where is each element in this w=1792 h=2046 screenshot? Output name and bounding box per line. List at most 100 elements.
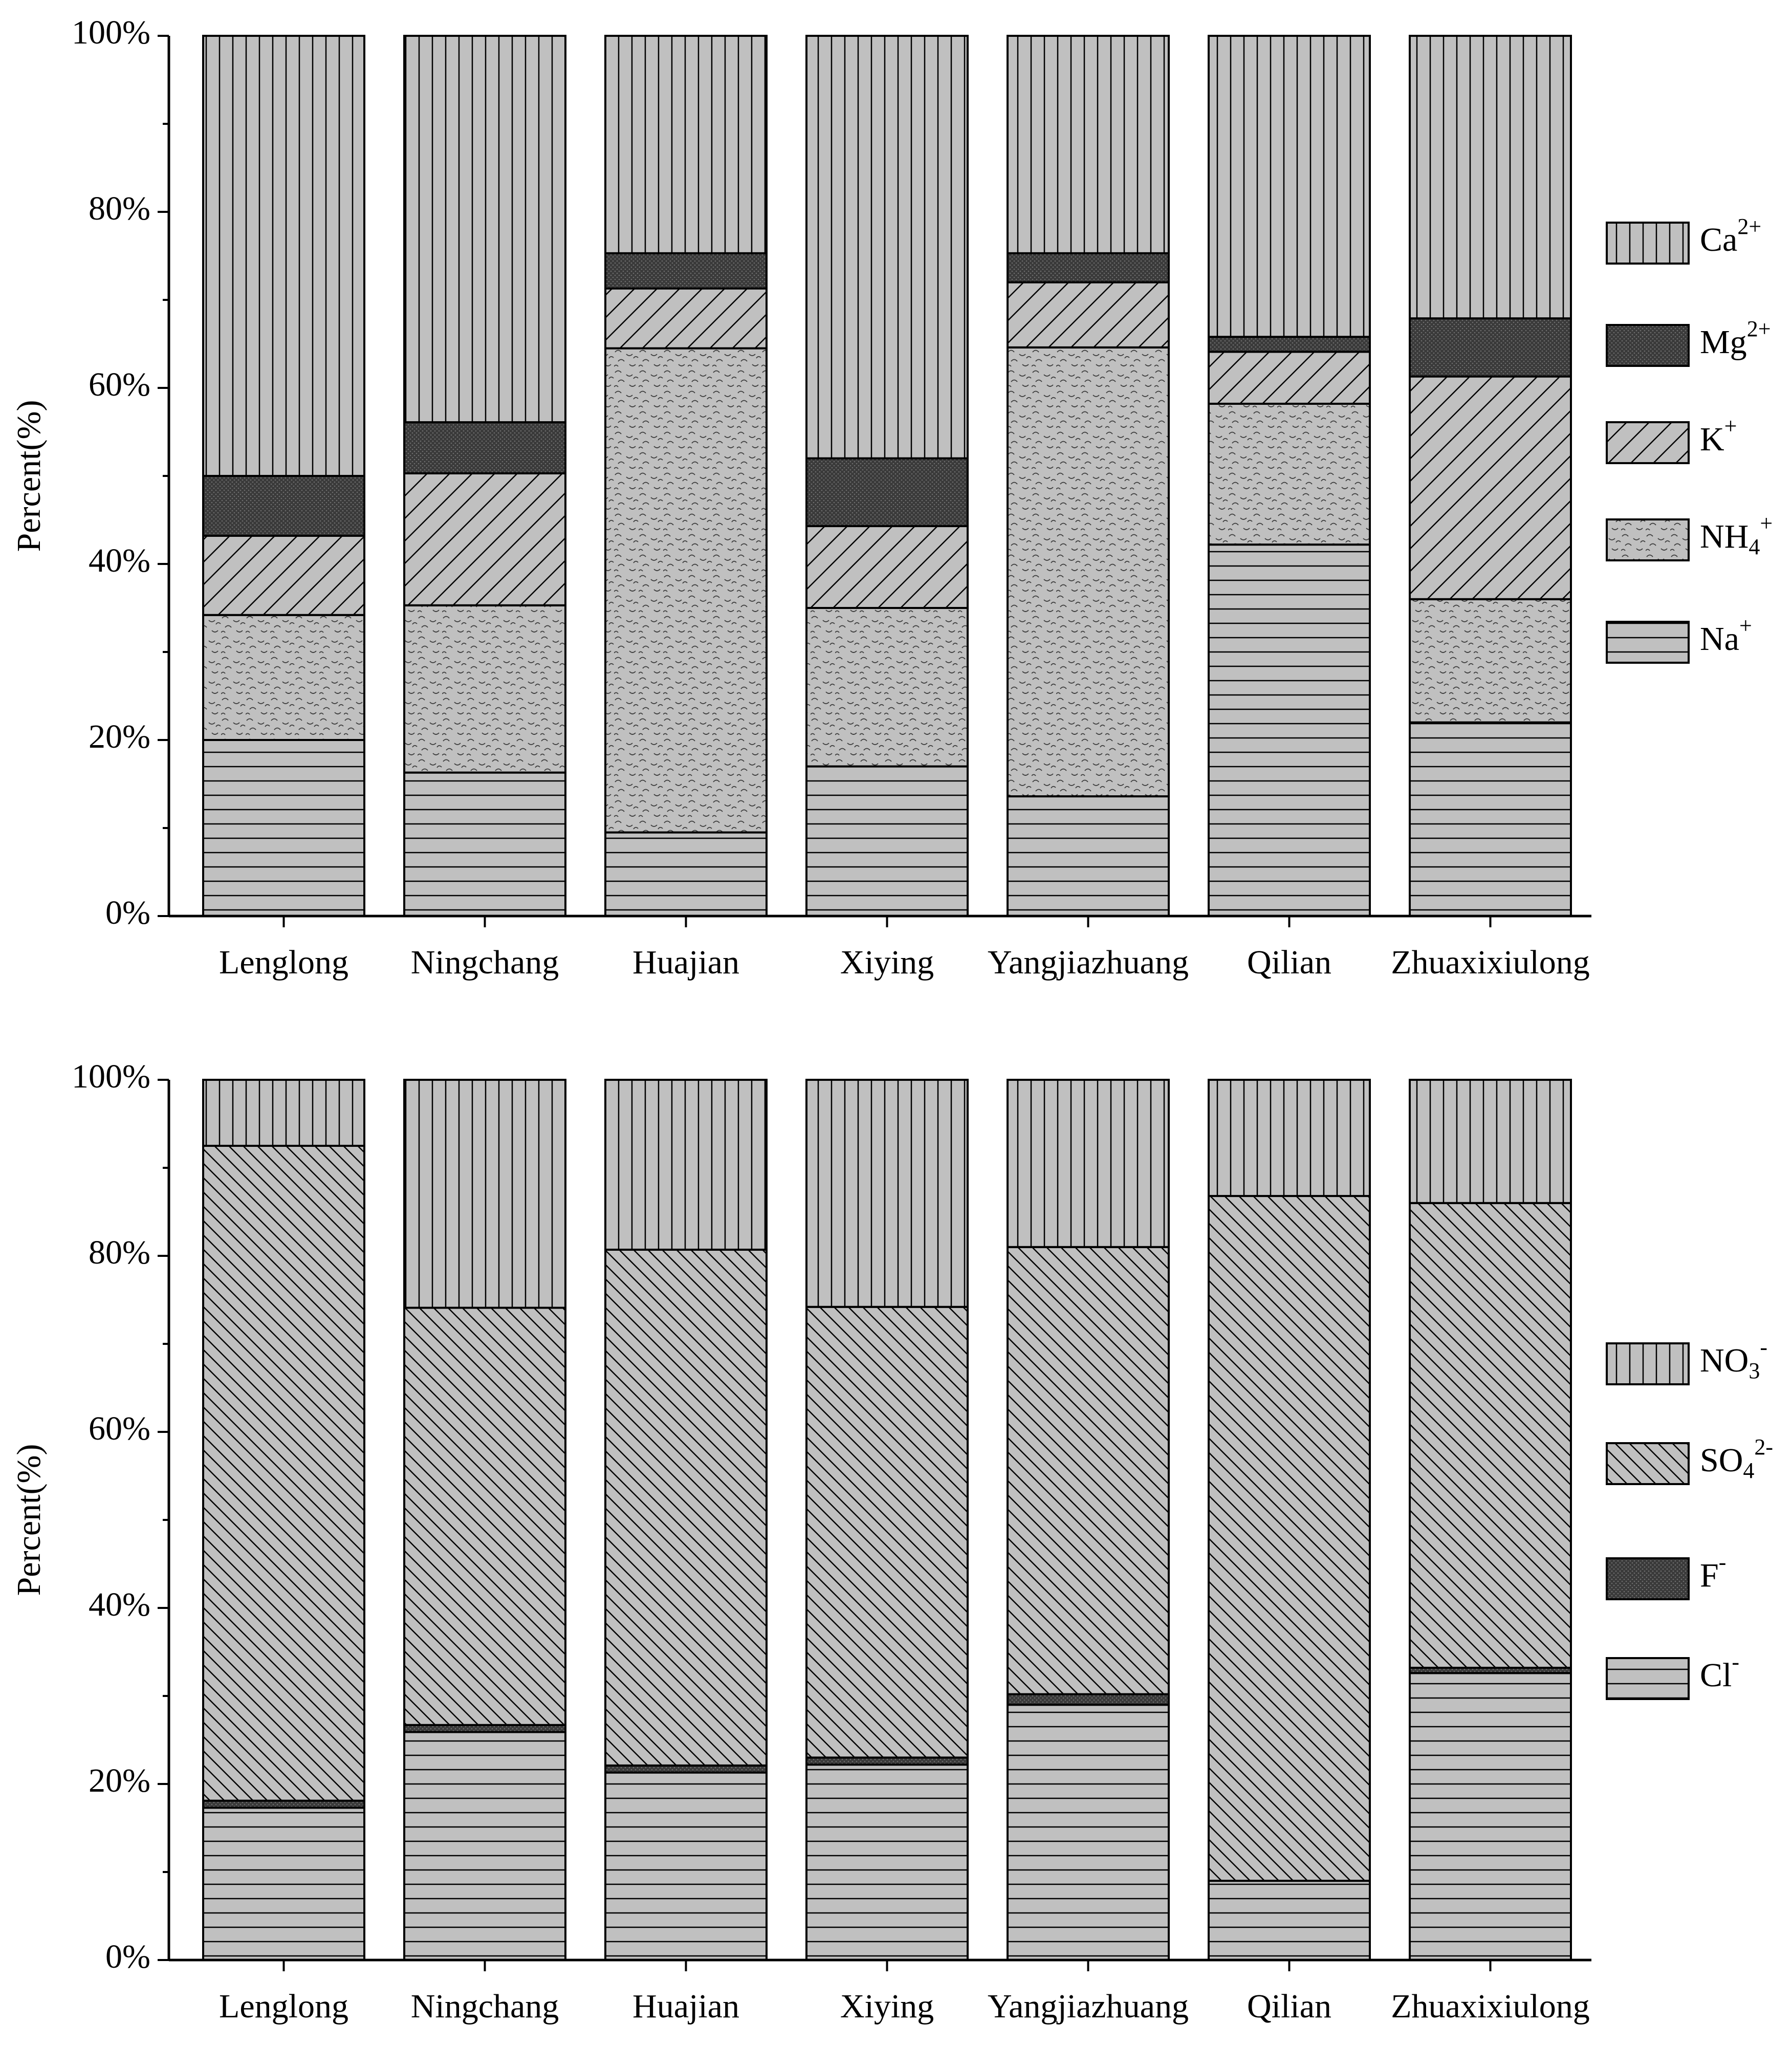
legend-swatch xyxy=(1606,518,1690,561)
legend-item: F- xyxy=(1606,1550,1726,1600)
x-tick-label: Lenglong xyxy=(219,944,348,981)
legend-label: F- xyxy=(1700,1550,1726,1594)
bar-segment xyxy=(403,1731,566,1962)
y-tick-label: 40% xyxy=(89,1586,150,1623)
bar-segment xyxy=(604,831,768,917)
legend-swatch xyxy=(1606,1557,1690,1600)
x-tick-label: Yangjiazhuang xyxy=(988,944,1189,981)
y-tick-label: 20% xyxy=(89,1762,150,1799)
bar-segment xyxy=(403,604,566,774)
legend-label: SO42- xyxy=(1700,1434,1773,1483)
bar-segment xyxy=(805,607,969,768)
bar-stack xyxy=(604,35,768,917)
bar-segment xyxy=(805,1305,969,1759)
bar-segment xyxy=(403,771,566,917)
bar-segment xyxy=(1409,375,1572,600)
bar-segment xyxy=(1007,281,1170,349)
y-tick-label: 100% xyxy=(72,14,150,51)
y-axis-title: Percent(%) xyxy=(10,1444,48,1596)
bar-segment xyxy=(1409,1202,1572,1669)
bar-segment xyxy=(202,614,365,742)
legend-item: K+ xyxy=(1606,413,1737,464)
bar-segment xyxy=(1007,1704,1170,1961)
y-tick-label: 100% xyxy=(72,1058,150,1095)
bar-segment xyxy=(805,525,969,610)
legend-label: K+ xyxy=(1700,413,1737,458)
legend-swatch xyxy=(1606,1657,1690,1700)
legend-label: Ca2+ xyxy=(1700,214,1761,258)
bar-segment xyxy=(805,35,969,460)
x-tick-label: Qilian xyxy=(1247,944,1331,981)
bar-stack xyxy=(1409,35,1572,917)
bar-segment xyxy=(604,35,768,254)
legend-swatch xyxy=(1606,1442,1690,1485)
legend-item: Mg2+ xyxy=(1606,316,1771,367)
x-tick-label: Zhuaxixiulong xyxy=(1391,944,1590,981)
x-tick-label: Huajian xyxy=(632,1988,739,2025)
bar-segment xyxy=(1007,1693,1170,1706)
bar-segment xyxy=(805,1756,969,1766)
bar-segment xyxy=(1208,1880,1371,1961)
bar-stack xyxy=(202,1079,365,1961)
chart-panel-1: Lenglong Ningchang Huajian Xiying Yangjiazhu… xyxy=(10,14,1773,981)
legend-item: Na+ xyxy=(1606,613,1752,664)
legend-swatch xyxy=(1606,222,1690,265)
bar-segment xyxy=(202,475,365,537)
legend-swatch xyxy=(1606,1342,1690,1385)
bar-segment xyxy=(1208,1079,1371,1198)
y-tick-label: 80% xyxy=(89,1234,150,1271)
y-tick-label: 60% xyxy=(89,366,150,403)
bar-segment xyxy=(403,472,566,606)
bar-segment xyxy=(202,1079,365,1147)
x-tick-label: Xiying xyxy=(840,1988,934,2025)
bar-stack xyxy=(1007,35,1170,917)
legend-swatch xyxy=(1606,421,1690,464)
legend: Ca2+ Mg2+ K+ NH4+ Na+ xyxy=(1606,214,1773,664)
chart-panel-2: Lenglong Ningchang Huajian Xiying Yangjiazhu… xyxy=(10,1058,1773,2025)
legend-swatch xyxy=(1606,324,1690,367)
y-tick-label: 20% xyxy=(89,718,150,755)
bar-segment xyxy=(202,1145,365,1802)
bar-segment xyxy=(1409,35,1572,320)
bar-segment xyxy=(202,1799,365,1809)
bar-segment xyxy=(1409,1079,1572,1204)
x-tick-label: Ningchang xyxy=(411,944,559,981)
x-tick-label: Lenglong xyxy=(219,1988,348,2025)
y-tick-label: 0% xyxy=(105,894,150,931)
y-tick-label: 40% xyxy=(89,542,150,579)
bar-segment xyxy=(1409,1672,1572,1961)
x-tick-label: Yangjiazhuang xyxy=(988,1988,1189,2025)
bar-segment xyxy=(1007,346,1170,798)
bar-segment xyxy=(202,534,365,616)
bar-segment xyxy=(604,1079,768,1251)
bar-segment xyxy=(403,421,566,474)
bar-segment xyxy=(1208,402,1371,546)
legend-item: SO42- xyxy=(1606,1434,1773,1485)
bar-segment xyxy=(1007,35,1170,254)
bar-stack xyxy=(1409,1079,1572,1961)
bar-segment xyxy=(1007,1246,1170,1695)
legend-label: Mg2+ xyxy=(1700,316,1771,361)
bar-segment xyxy=(604,347,768,834)
bar-stack xyxy=(604,1079,768,1961)
bar-segment xyxy=(403,1724,566,1733)
legend-swatch xyxy=(1606,621,1690,664)
bar-segment xyxy=(805,1079,969,1308)
legend-item: NH4+ xyxy=(1606,511,1773,561)
y-tick-label: 60% xyxy=(89,1410,150,1447)
x-tick-label: Zhuaxixiulong xyxy=(1391,1988,1590,2025)
bar-segment xyxy=(805,457,969,528)
bar-stack xyxy=(1208,35,1371,918)
x-tick-label: Ningchang xyxy=(411,1988,559,2025)
bar-stack xyxy=(403,35,566,917)
bar-segment xyxy=(1208,543,1371,918)
legend-item: Ca2+ xyxy=(1606,214,1761,265)
y-tick-label: 0% xyxy=(105,1938,150,1975)
bar-segment xyxy=(202,35,365,477)
bar-segment xyxy=(1208,336,1371,353)
bar-segment xyxy=(1409,317,1572,378)
bar-segment xyxy=(403,35,566,424)
bar-segment xyxy=(604,1248,768,1767)
bar-segment xyxy=(202,739,365,917)
